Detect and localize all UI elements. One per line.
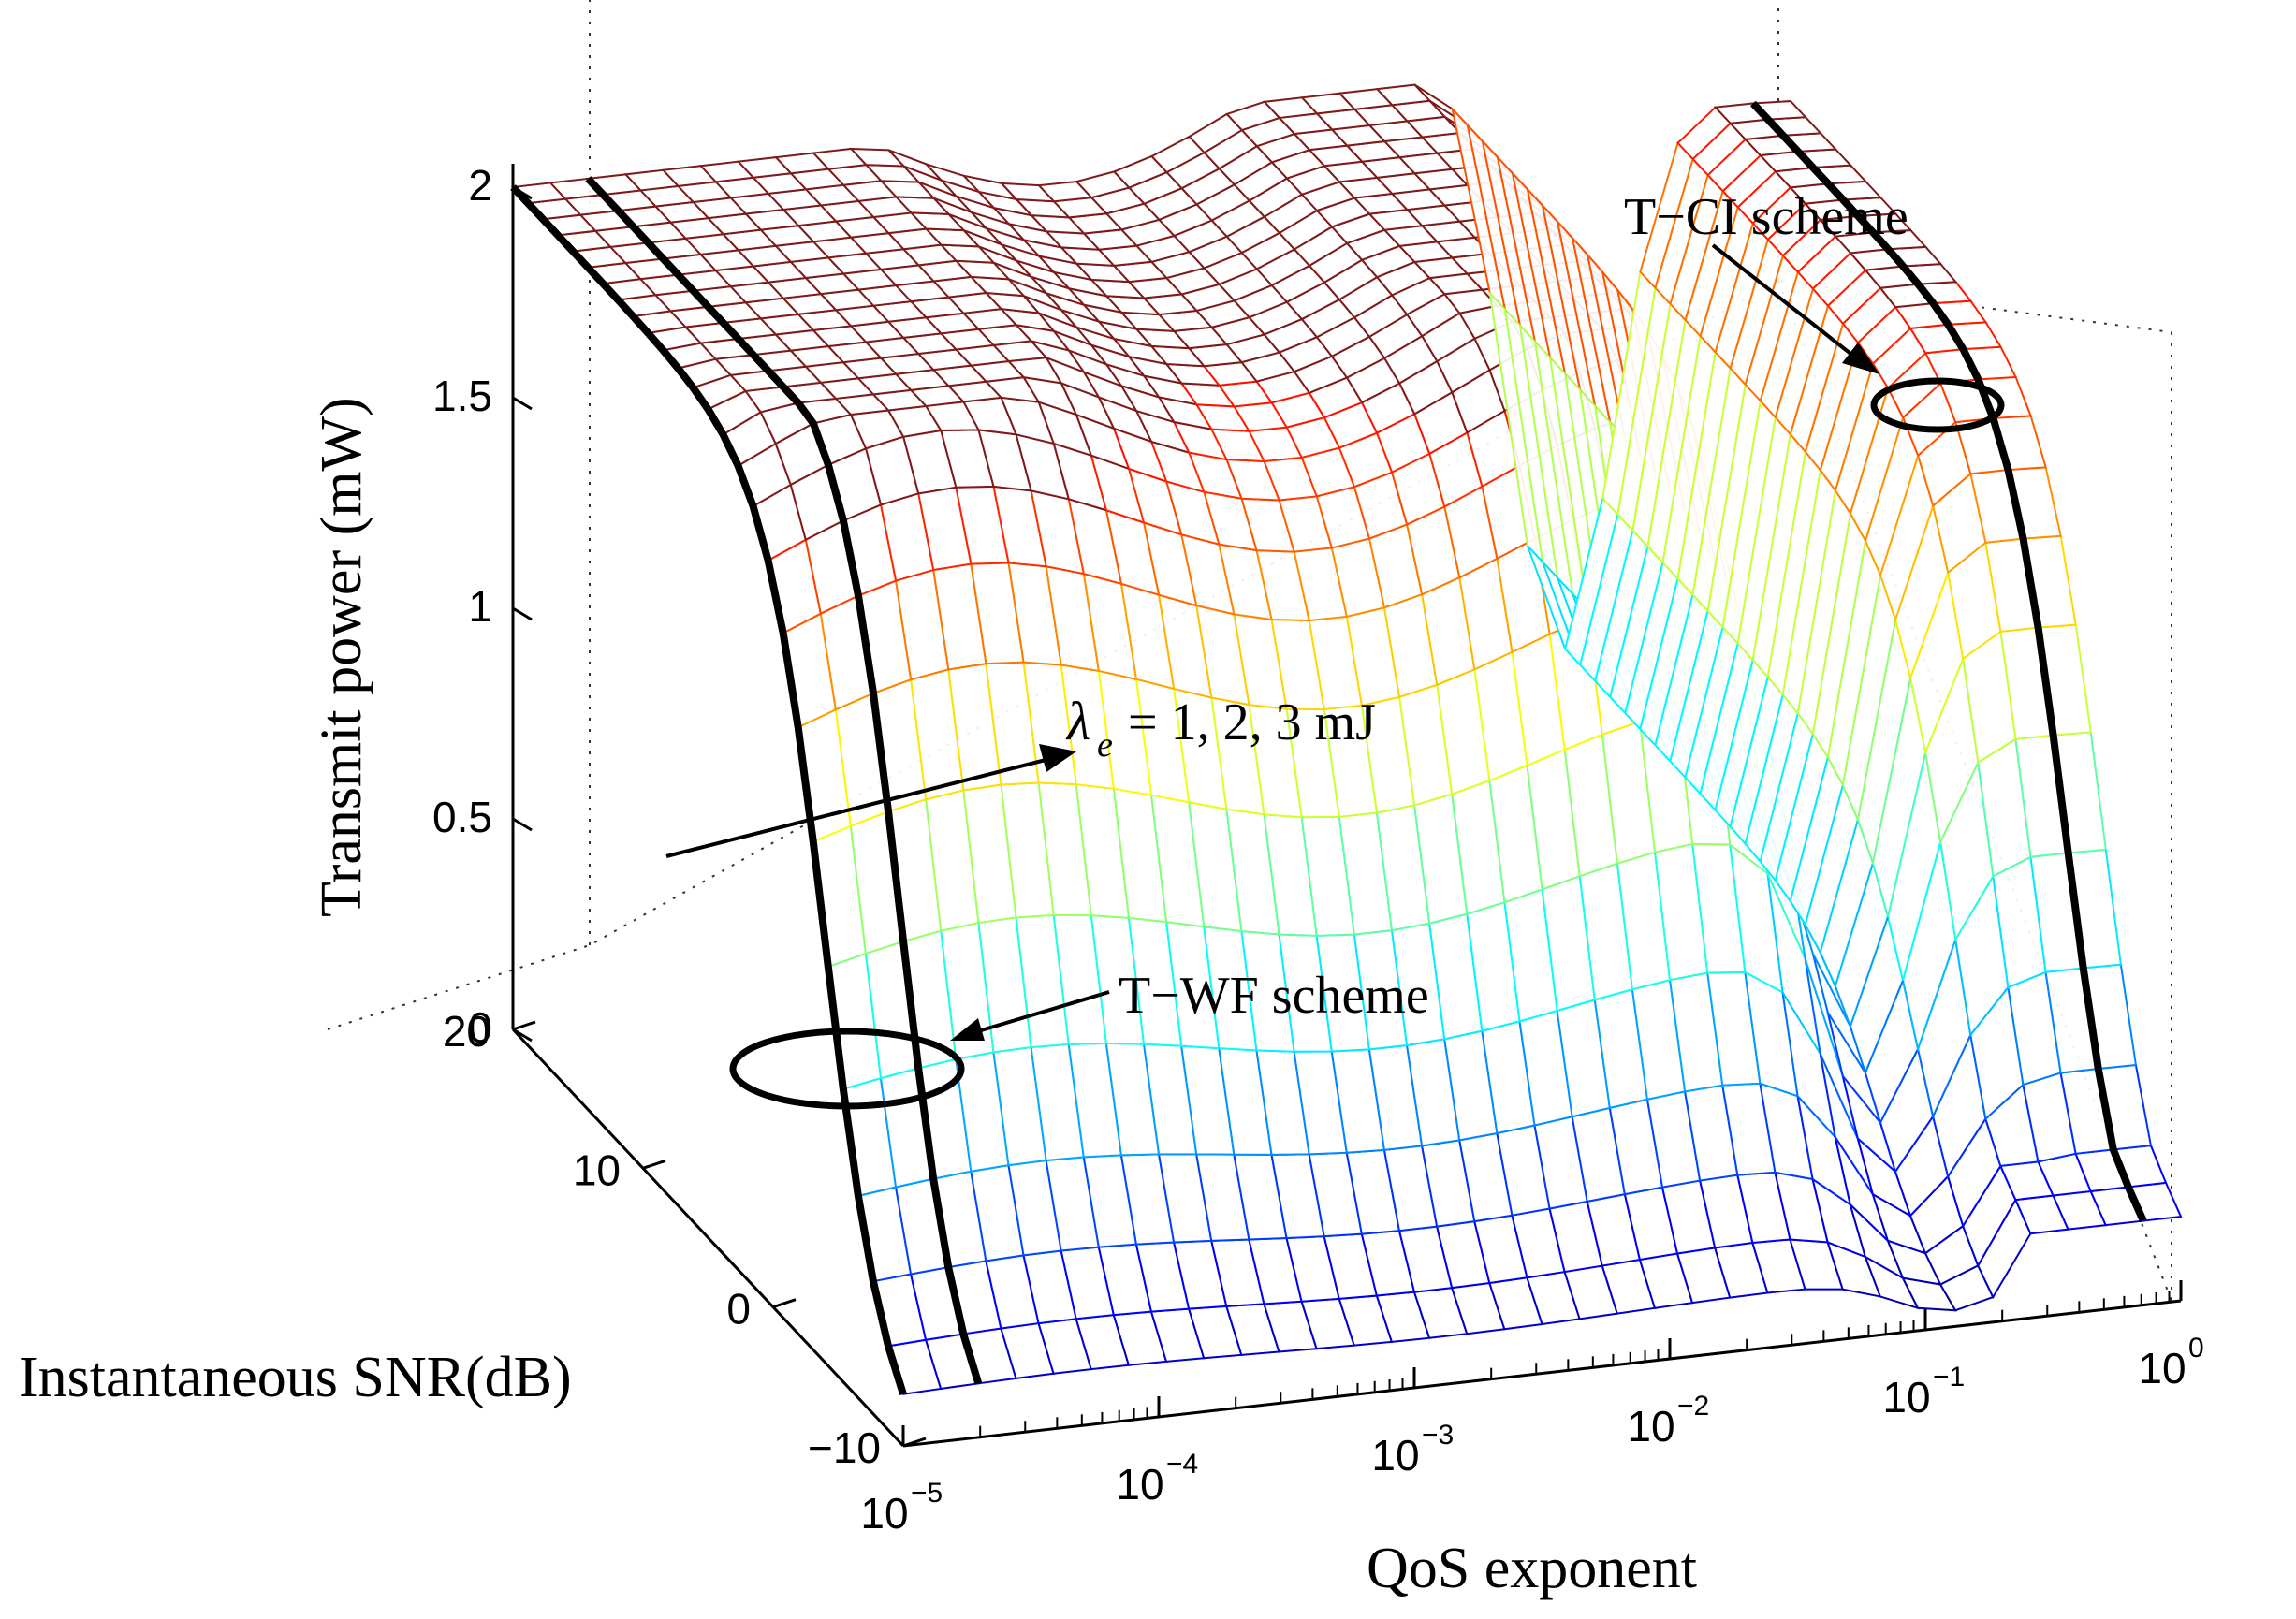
x-tick-label: 10 −3 bbox=[1371, 1420, 1454, 1480]
y-tick-mark bbox=[512, 1020, 536, 1031]
x-tick-label: 10 −4 bbox=[1116, 1449, 1198, 1509]
x-tick-exponent: −4 bbox=[1166, 1449, 1198, 1480]
x-axis-line bbox=[902, 1299, 2182, 1448]
x-tick-base: 10 bbox=[1371, 1431, 1419, 1480]
z-tick-label: 2 bbox=[468, 161, 492, 210]
y-ticks: −10 0 10 20 bbox=[443, 1007, 927, 1472]
lambda-label: λ bbox=[1065, 691, 1090, 751]
x-tick-exponent: −1 bbox=[1933, 1362, 1965, 1393]
tci-label: T−CI scheme bbox=[1624, 188, 1908, 246]
z-tick-mark bbox=[512, 185, 533, 200]
x-tick-label: 10 0 bbox=[2138, 1333, 2203, 1393]
x-ticks: 10 −5 10 −4 10 −3 10 −2 10 −1 10 0 bbox=[860, 1280, 2204, 1538]
tci-arrowhead bbox=[1842, 343, 1879, 374]
twf-ellipse bbox=[729, 1028, 965, 1110]
ridge-lines bbox=[510, 100, 2147, 1395]
twf-ridge-2 bbox=[585, 176, 983, 1385]
z-tick-label: 0.5 bbox=[432, 793, 492, 841]
tci-arrow bbox=[1711, 243, 1869, 369]
x-tick-label: 10 −1 bbox=[1882, 1362, 1965, 1422]
x-tick-base: 10 bbox=[2138, 1344, 2186, 1393]
axes bbox=[511, 164, 2182, 1448]
z-tick-label: 0 bbox=[468, 1003, 492, 1052]
x-axis-label: QoS exponent bbox=[1367, 1537, 1697, 1600]
x-tick-base: 10 bbox=[1882, 1373, 1930, 1422]
z-tick-mark bbox=[512, 606, 533, 621]
y-tick-mark bbox=[902, 1437, 927, 1448]
x-tick-label: 10 −2 bbox=[1627, 1391, 1709, 1451]
x-tick-exponent: 0 bbox=[2188, 1333, 2204, 1364]
lambda-values: = 1, 2, 3 mJ bbox=[1128, 693, 1376, 751]
z-tick-label: 1.5 bbox=[432, 372, 492, 420]
z-tick-mark bbox=[512, 817, 533, 832]
z-tick-mark bbox=[512, 396, 533, 411]
lambda-arrow bbox=[665, 756, 1054, 858]
surface-mesh bbox=[510, 83, 2183, 1395]
x-tick-base: 10 bbox=[1627, 1402, 1674, 1451]
y-axis-line bbox=[511, 1028, 905, 1448]
z-tick-label: 1 bbox=[468, 582, 492, 631]
twf-ridge bbox=[510, 184, 907, 1395]
x-tick-label: 10 −5 bbox=[860, 1478, 943, 1538]
x-tick-exponent: −2 bbox=[1677, 1391, 1709, 1422]
twf-label: T−WF scheme bbox=[1119, 967, 1429, 1025]
y-tick-mark bbox=[642, 1159, 666, 1170]
z-tick-mark bbox=[512, 1028, 533, 1043]
y-tick-label: 0 bbox=[726, 1285, 751, 1334]
z-ticks: 0 0.5 1 1.5 2 bbox=[432, 161, 533, 1052]
x-tick-base: 10 bbox=[1116, 1460, 1163, 1509]
y-tick-mark bbox=[772, 1298, 797, 1309]
y-axis-label: Instantaneous SNR(dB) bbox=[19, 1346, 572, 1409]
twf-arrowhead bbox=[950, 1018, 985, 1041]
y-tick-label: −10 bbox=[808, 1423, 881, 1472]
twf-arrow bbox=[968, 990, 1110, 1036]
annotations: T−CI scheme T−WF scheme λ e = 1, 2, 3 mJ bbox=[665, 188, 2005, 1110]
x-tick-exponent: −5 bbox=[911, 1478, 943, 1509]
y-tick-label: 20 bbox=[443, 1007, 490, 1056]
tci-ellipse bbox=[1870, 377, 2005, 433]
lambda-subscript: e bbox=[1097, 725, 1113, 765]
x-tick-base: 10 bbox=[860, 1489, 908, 1538]
z-axis-label: Transmit power (mW) bbox=[310, 397, 373, 917]
tci-ridge bbox=[1749, 100, 2147, 1223]
y-tick-label: 10 bbox=[573, 1145, 621, 1194]
x-tick-exponent: −3 bbox=[1422, 1420, 1454, 1451]
lambda-arrowhead bbox=[1039, 744, 1076, 772]
